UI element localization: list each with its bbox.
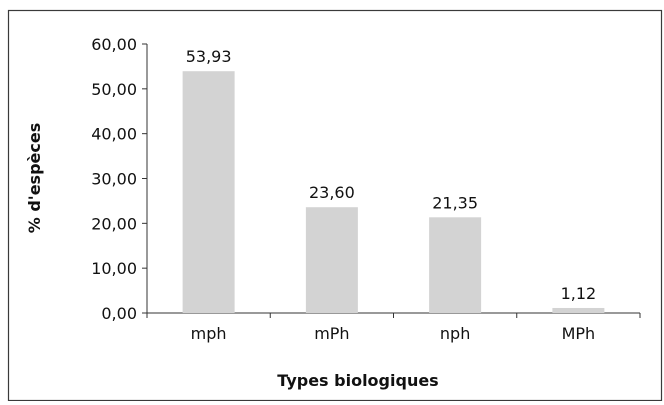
y-tick-label: 30,00 [91, 170, 137, 189]
data-label: 1,12 [561, 284, 597, 303]
y-tick-label: 0,00 [101, 304, 137, 323]
y-tick-label: 60,00 [91, 35, 137, 54]
x-axis-title: Types biologiques [277, 371, 438, 390]
y-tick-label: 10,00 [91, 259, 137, 278]
y-tick-label: 50,00 [91, 80, 137, 99]
x-tick-label: mph [191, 324, 227, 343]
y-axis: 0,00 10,00 20,00 30,00 40,00 50,00 60,00 [91, 35, 148, 323]
chart-frame [7, 9, 663, 402]
bar-mPh [305, 207, 358, 313]
bar-nph [429, 217, 482, 313]
data-label: 53,93 [186, 47, 232, 66]
value-labels-group: 53,93 23,60 21,35 1,12 [186, 47, 596, 303]
y-tick-label: 20,00 [91, 214, 137, 233]
y-axis-title: % d'espèces [25, 123, 44, 234]
x-tick-label: mPh [314, 324, 349, 343]
bars-group [182, 71, 605, 313]
y-tick-label: 40,00 [91, 125, 137, 144]
bar-mph [182, 71, 235, 313]
x-tick-label: nph [440, 324, 470, 343]
x-tick-label: MPh [562, 324, 596, 343]
bar-MPh [552, 307, 605, 313]
data-label: 23,60 [309, 183, 355, 202]
data-label: 21,35 [432, 193, 478, 212]
